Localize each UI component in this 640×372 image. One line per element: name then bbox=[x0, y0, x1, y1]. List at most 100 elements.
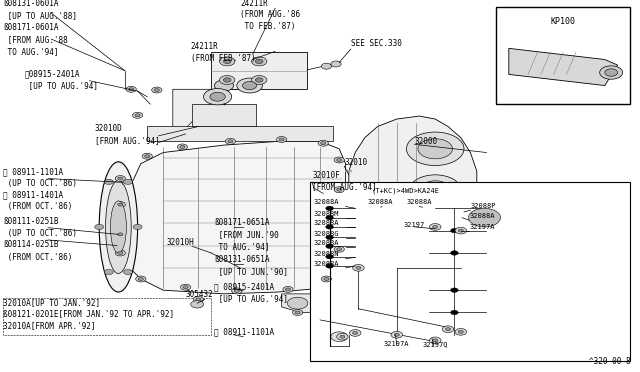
Circle shape bbox=[326, 206, 333, 211]
Text: ^320 00 8: ^320 00 8 bbox=[589, 357, 630, 366]
Text: SEE SEC.330: SEE SEC.330 bbox=[351, 39, 401, 48]
Circle shape bbox=[287, 297, 308, 309]
Polygon shape bbox=[211, 52, 307, 89]
Text: 32197: 32197 bbox=[403, 222, 424, 228]
Text: [FROM AUG.'94]: [FROM AUG.'94] bbox=[312, 182, 377, 191]
Circle shape bbox=[340, 335, 345, 338]
Text: [UP TO JUN.'90]: [UP TO JUN.'90] bbox=[214, 267, 289, 276]
Circle shape bbox=[180, 284, 191, 290]
Circle shape bbox=[415, 250, 456, 274]
Circle shape bbox=[234, 289, 239, 292]
Circle shape bbox=[115, 250, 125, 256]
Polygon shape bbox=[282, 294, 314, 312]
Circle shape bbox=[394, 333, 399, 336]
Text: (FROM AUG.'86: (FROM AUG.'86 bbox=[240, 10, 300, 19]
Circle shape bbox=[191, 301, 204, 308]
Text: Ⓥ08915-2401A: Ⓥ08915-2401A bbox=[24, 69, 80, 78]
Circle shape bbox=[136, 276, 146, 282]
Text: 32088N: 32088N bbox=[314, 251, 339, 257]
Circle shape bbox=[295, 311, 300, 314]
Circle shape bbox=[326, 235, 333, 240]
Text: [FROM AUG.'88: [FROM AUG.'88 bbox=[3, 35, 68, 44]
Circle shape bbox=[458, 330, 463, 333]
Circle shape bbox=[451, 251, 458, 255]
Text: 24211R: 24211R bbox=[240, 0, 268, 8]
Circle shape bbox=[228, 140, 233, 143]
Circle shape bbox=[326, 264, 333, 268]
Bar bbox=[310, 182, 630, 361]
Circle shape bbox=[142, 153, 152, 159]
Text: 32010H: 32010H bbox=[166, 238, 194, 247]
Circle shape bbox=[214, 80, 234, 91]
Text: 32197A: 32197A bbox=[469, 224, 495, 230]
Circle shape bbox=[124, 269, 132, 275]
Polygon shape bbox=[112, 141, 346, 294]
Text: 32088A: 32088A bbox=[314, 240, 339, 246]
Circle shape bbox=[95, 224, 104, 230]
Circle shape bbox=[442, 326, 454, 333]
Circle shape bbox=[220, 57, 235, 66]
Text: (FROM OCT.'86): (FROM OCT.'86) bbox=[3, 253, 72, 262]
Circle shape bbox=[326, 215, 333, 220]
Circle shape bbox=[321, 142, 326, 145]
Text: 32088A: 32088A bbox=[406, 199, 432, 205]
Text: 32088G: 32088G bbox=[314, 231, 339, 237]
Circle shape bbox=[220, 76, 235, 84]
Text: ß08131-0651A: ß08131-0651A bbox=[214, 255, 270, 264]
Text: 32010A[FROM APR.'92]: 32010A[FROM APR.'92] bbox=[3, 321, 96, 330]
Circle shape bbox=[411, 215, 460, 243]
Text: ß08111-0251B: ß08111-0251B bbox=[3, 217, 59, 226]
Text: ß08171-0651A: ß08171-0651A bbox=[214, 218, 270, 227]
Text: Ⓝ 08911-1101A: Ⓝ 08911-1101A bbox=[3, 167, 63, 176]
Circle shape bbox=[334, 246, 344, 252]
Circle shape bbox=[334, 187, 344, 193]
Ellipse shape bbox=[99, 162, 138, 292]
Circle shape bbox=[356, 266, 361, 269]
Circle shape bbox=[138, 278, 143, 280]
Circle shape bbox=[420, 181, 451, 199]
Text: TO AUG.'94]: TO AUG.'94] bbox=[3, 47, 59, 56]
Polygon shape bbox=[192, 104, 256, 126]
Circle shape bbox=[429, 224, 441, 230]
Text: ß08131-0601A: ß08131-0601A bbox=[3, 0, 59, 8]
Polygon shape bbox=[474, 193, 496, 242]
Circle shape bbox=[459, 203, 510, 232]
Circle shape bbox=[255, 59, 263, 64]
Polygon shape bbox=[147, 126, 333, 141]
Circle shape bbox=[337, 333, 348, 340]
Text: 32088A: 32088A bbox=[314, 199, 339, 205]
Circle shape bbox=[252, 57, 267, 66]
Circle shape bbox=[132, 112, 143, 118]
Circle shape bbox=[433, 225, 438, 228]
Text: 32088A: 32088A bbox=[469, 214, 495, 219]
Circle shape bbox=[118, 251, 123, 254]
Polygon shape bbox=[349, 116, 477, 291]
Circle shape bbox=[252, 76, 267, 84]
Circle shape bbox=[145, 155, 150, 158]
Text: (UP TO OCT.'86): (UP TO OCT.'86) bbox=[3, 229, 77, 238]
Circle shape bbox=[334, 157, 344, 163]
Circle shape bbox=[324, 278, 329, 280]
Text: (FROM FEB.'87): (FROM FEB.'87) bbox=[191, 54, 255, 63]
Circle shape bbox=[129, 88, 134, 91]
Circle shape bbox=[183, 286, 188, 289]
Circle shape bbox=[458, 229, 463, 232]
Bar bbox=[496, 7, 630, 104]
Text: 32088A: 32088A bbox=[314, 261, 339, 267]
Text: TO FEB.'87): TO FEB.'87) bbox=[240, 22, 296, 31]
Circle shape bbox=[283, 286, 293, 292]
Circle shape bbox=[279, 138, 284, 141]
Circle shape bbox=[600, 66, 623, 79]
Text: 32088A: 32088A bbox=[314, 220, 339, 226]
Circle shape bbox=[451, 288, 458, 292]
Circle shape bbox=[410, 175, 461, 205]
Text: ß08114-0251B: ß08114-0251B bbox=[3, 240, 59, 249]
Circle shape bbox=[445, 328, 451, 331]
Circle shape bbox=[353, 331, 358, 334]
Circle shape bbox=[318, 140, 328, 146]
Text: 32000: 32000 bbox=[415, 137, 438, 146]
Circle shape bbox=[135, 114, 140, 117]
Circle shape bbox=[223, 78, 231, 82]
Circle shape bbox=[118, 177, 123, 180]
Circle shape bbox=[154, 89, 159, 92]
